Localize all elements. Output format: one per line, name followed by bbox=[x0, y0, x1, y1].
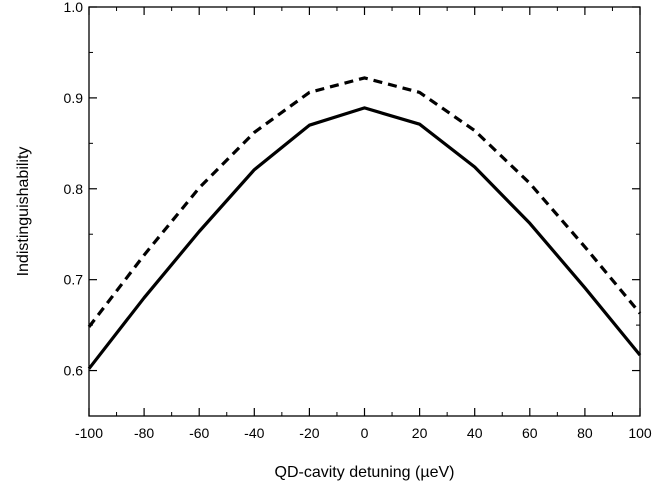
y-tick-label: 0.6 bbox=[64, 363, 84, 379]
y-tick-label: 0.9 bbox=[64, 90, 84, 106]
x-tick-labels: -100 -80 -60 -40 -20 0 20 40 60 80 100 bbox=[75, 425, 652, 441]
x-tick-label: 40 bbox=[467, 425, 483, 441]
tick-marks bbox=[88, 6, 641, 417]
x-tick-label: 0 bbox=[361, 425, 369, 441]
y-axis-label: Indistinguishability bbox=[15, 147, 32, 277]
y-tick-label: 0.8 bbox=[64, 181, 84, 197]
y-tick-label: 1.0 bbox=[64, 0, 84, 15]
x-tick-label: 60 bbox=[522, 425, 538, 441]
dashed-series-line bbox=[87, 76, 642, 328]
x-tick-label: 100 bbox=[628, 425, 652, 441]
solid-series-line bbox=[87, 106, 642, 370]
x-tick-label: -40 bbox=[244, 425, 264, 441]
plot-frame bbox=[88, 6, 641, 417]
x-tick-label: -60 bbox=[189, 425, 209, 441]
x-tick-label: -100 bbox=[75, 425, 103, 441]
x-axis-label: QD-cavity detuning (µeV) bbox=[275, 464, 455, 481]
x-tick-label: 20 bbox=[412, 425, 428, 441]
x-tick-label: 80 bbox=[577, 425, 593, 441]
y-tick-label: 0.7 bbox=[64, 272, 84, 288]
x-tick-label: -80 bbox=[134, 425, 154, 441]
x-tick-label: -20 bbox=[299, 425, 319, 441]
y-tick-labels: 0.6 0.7 0.8 0.9 1.0 bbox=[64, 0, 84, 379]
series-lines bbox=[87, 76, 642, 370]
